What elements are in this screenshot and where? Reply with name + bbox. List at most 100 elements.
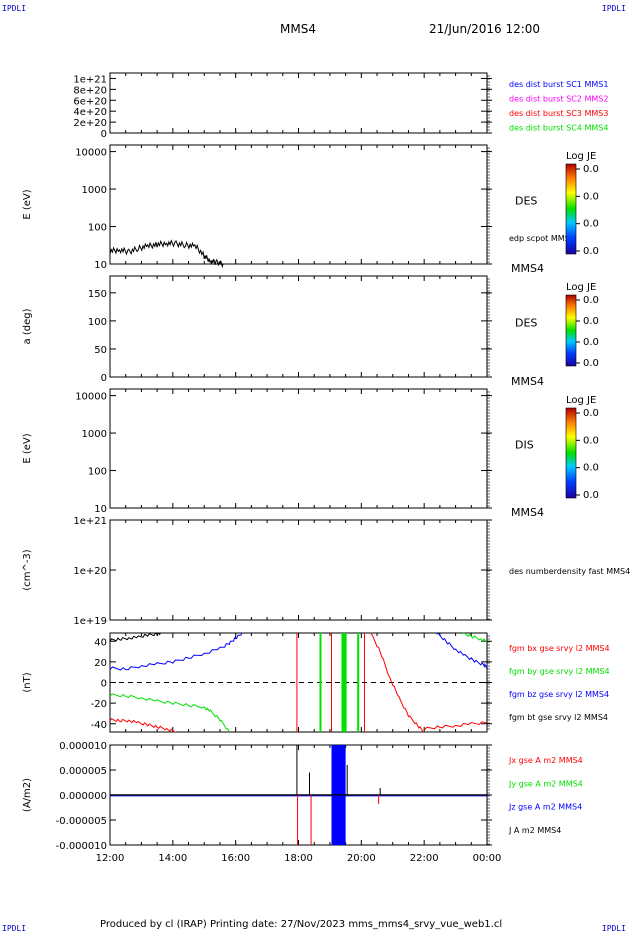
x-tick-label: 16:00 [221, 853, 250, 864]
footer-credit: Produced by cl (IRAP) Printing date: 27/… [100, 919, 503, 930]
panel-5-legend-1: des numberdensity fast MMS4 [509, 567, 630, 576]
colorbar-4-title: Log JE [566, 395, 596, 406]
panel-3-spacecraft-label: MMS4 [511, 375, 544, 388]
panel-6-series-line-7 [370, 633, 425, 732]
colorbar-3 [565, 294, 577, 367]
spacecraft-title: MMS4 [280, 22, 316, 36]
panel-6-y-tick-label: 0 [101, 679, 107, 690]
panel-5-y-tick-label: 1e+20 [73, 566, 107, 577]
panel-2-frame [109, 144, 488, 265]
corner-label-top-left: IPDLI [2, 4, 27, 13]
colorbar-3-tick-label: 0.0 [583, 316, 599, 327]
panel-7-legend-2: Jy gse A m2 MMS4 [508, 779, 583, 788]
colorbar-4 [565, 407, 577, 499]
corner-label-bottom-right: IPDLI [601, 924, 626, 933]
panel-1-y-tick-label: 6e+20 [73, 96, 107, 107]
date-time-title: 21/Jun/2016 12:00 [429, 22, 541, 36]
panel-7-y-tick-label: 0.000005 [59, 766, 107, 777]
panel-6-y-axis-label: (nT) [22, 672, 33, 692]
panel-6-legend-1: fgm bx gse srvy l2 MMS4 [509, 644, 610, 653]
colorbar-2-tick-label: 0.0 [583, 219, 599, 230]
colorbar-4-tick-label: 0.0 [583, 490, 599, 501]
x-tick-label: 18:00 [284, 853, 313, 864]
panel-4-spacecraft-label: MMS4 [511, 506, 544, 519]
panel-4-instrument-label: DIS [515, 439, 534, 452]
colorbar-2-tick-label: 0.0 [583, 246, 599, 257]
panel-1-frame [109, 72, 488, 134]
panel-2-y-tick-label: 1000 [82, 185, 107, 196]
panel-3-instrument-label: DES [515, 317, 537, 330]
x-tick-label: 14:00 [158, 853, 187, 864]
panel-5-frame [109, 519, 488, 621]
x-tick-label: 20:00 [347, 853, 376, 864]
panel-1-y-tick-label: 4e+20 [73, 107, 107, 118]
panel-3-y-tick-label: 0 [101, 373, 107, 384]
panel-6-series-line-6 [110, 717, 177, 732]
panel-3-y-tick-label: 150 [88, 289, 107, 300]
panel-2-y-axis-label: E (eV) [22, 189, 33, 219]
panel-2-overlay-label: edp scpot MMS4 [509, 234, 575, 243]
panel-7-y-tick-label: 0.000010 [59, 741, 107, 752]
x-tick-label: 00:00 [473, 853, 502, 864]
x-tick-label: 22:00 [410, 853, 439, 864]
panel-7-legend-4: J A m2 MMS4 [508, 826, 561, 835]
panel-5-y-tick-label: 1e+19 [73, 616, 107, 627]
panel-4-y-tick-label: 10000 [75, 392, 107, 403]
panel-7-y-tick-label: -0.000005 [56, 816, 107, 827]
colorbar-3-tick-label: 0.0 [583, 295, 599, 306]
panel-1-legend-3: des dist burst SC3 MMS3 [509, 109, 608, 118]
panel-1-y-tick-label: 8e+20 [73, 85, 107, 96]
panel-6-legend-3: fgm bz gse srvy l2 MMS4 [509, 690, 609, 699]
x-tick-label: 12:00 [96, 853, 125, 864]
panel-6-series-line-3 [436, 633, 487, 670]
colorbar-2-tick-label: 0.0 [583, 164, 599, 175]
panel-2-spacecraft-label: MMS4 [511, 262, 544, 275]
colorbar-3-tick-label: 0.0 [583, 358, 599, 369]
panel-4-y-tick-label: 1000 [82, 429, 107, 440]
colorbar-4-tick-label: 0.0 [583, 435, 599, 446]
panel-3-y-tick-label: 50 [94, 345, 107, 356]
colorbar-2 [565, 163, 577, 255]
panel-6-y-tick-label: 20 [94, 658, 107, 669]
panel-2-overlay-line [109, 239, 224, 269]
panel-7-y-tick-label: 0.000000 [59, 791, 107, 802]
panel-2-y-tick-label: 10 [94, 260, 107, 271]
colorbar-4-tick-label: 0.0 [583, 463, 599, 474]
panel-6-y-tick-label: -20 [91, 699, 107, 710]
panel-4-frame [109, 388, 488, 509]
panel-1-legend-1: des dist burst SC1 MMS1 [509, 80, 608, 89]
panel-1-y-tick-label: 0 [101, 129, 107, 140]
panel-6-series-line-5 [461, 633, 487, 642]
panel-4-y-axis-label: E (eV) [22, 433, 33, 463]
colorbar-4-tick-label: 0.0 [583, 408, 599, 419]
panel-7-legend-1: Jx gse A m2 MMS4 [508, 756, 583, 765]
colorbar-3-tick-label: 0.0 [583, 337, 599, 348]
panel-3-y-axis-label: a (deg) [22, 308, 33, 344]
panel-4-y-tick-label: 100 [88, 467, 107, 478]
panel-6-series-line-4 [110, 693, 230, 732]
colorbar-2-tick-label: 0.0 [583, 191, 599, 202]
panel-6-series-line-1 [110, 633, 161, 642]
panel-6-series-line-2 [110, 633, 243, 671]
panel-5-y-tick-label: 1e+21 [73, 516, 107, 527]
panel-4-y-tick-label: 10 [94, 504, 107, 515]
panel-6-series-line-8 [423, 721, 487, 731]
panel-1-y-tick-label: 1e+21 [73, 74, 107, 85]
panel-7-y-tick-label: -0.000010 [56, 841, 107, 852]
panel-7-legend-3: Jz gse A m2 MMS4 [508, 803, 582, 812]
corner-label-top-right: IPDLI [601, 4, 626, 13]
panel-2-y-tick-label: 10000 [75, 148, 107, 159]
panel-3-y-tick-label: 100 [88, 317, 107, 328]
panel-6-y-tick-label: 40 [94, 637, 107, 648]
panel-1-y-tick-label: 2e+20 [73, 118, 107, 129]
panel-3-frame [109, 275, 488, 378]
panel-5-y-axis-label: (cm^-3) [22, 549, 33, 590]
panel-6-legend-4: fgm bt gse srvy l2 MMS4 [509, 713, 608, 722]
panel-2-instrument-label: DES [515, 195, 537, 208]
panel-6-y-tick-label: -40 [91, 720, 107, 731]
panel-7-y-axis-label: (A/m2) [22, 778, 33, 812]
colorbar-2-title: Log JE [566, 151, 596, 162]
panel-1-legend-4: des dist burst SC4 MMS4 [509, 124, 608, 133]
corner-label-bottom-left: IPDLI [2, 924, 27, 933]
